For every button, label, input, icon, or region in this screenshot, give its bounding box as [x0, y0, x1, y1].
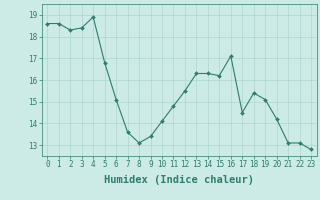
X-axis label: Humidex (Indice chaleur): Humidex (Indice chaleur): [104, 175, 254, 185]
